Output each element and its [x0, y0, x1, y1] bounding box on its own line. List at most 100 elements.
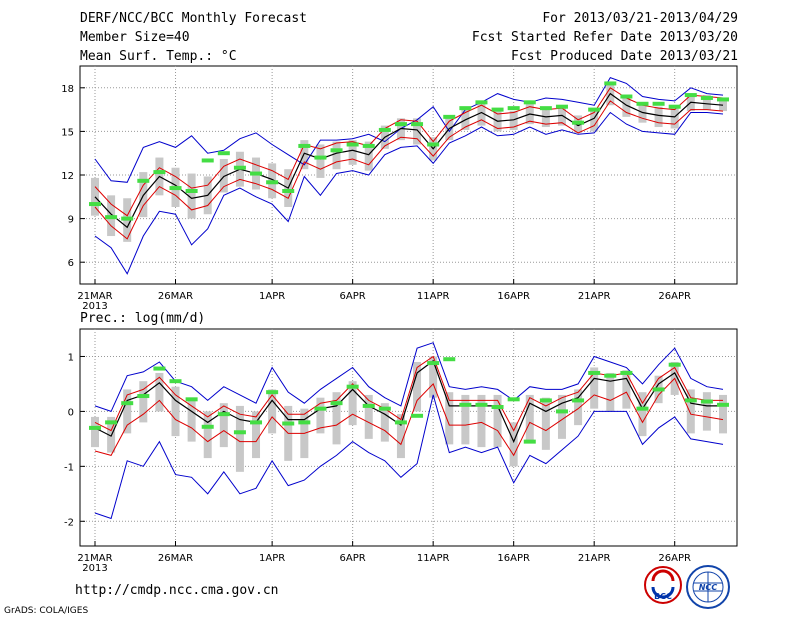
temp-obs-marker — [507, 106, 520, 111]
precip-box — [203, 411, 212, 459]
temp-obs-marker — [459, 106, 472, 111]
precip-box — [525, 394, 534, 442]
bcc-logo-text: BCC — [654, 592, 672, 601]
precip-box — [268, 389, 277, 434]
website-url[interactable]: http://cmdp.ncc.cma.gov.cn — [75, 583, 279, 598]
precip-obs-marker — [491, 405, 504, 410]
precip-box — [622, 370, 631, 409]
precip-obs-marker — [346, 384, 359, 389]
temp-box — [622, 96, 631, 117]
temp-box — [719, 97, 727, 112]
bcc-logo: BCC — [644, 566, 682, 604]
precip-box — [396, 414, 405, 459]
precip-panel: -2 -1 0 1 21MAR 26MAR 1APR 6APR 11APR 16APR 21APR 2… — [64, 329, 737, 574]
precip-obs-marker — [137, 394, 150, 399]
temp-obs-marker — [620, 94, 633, 99]
temp-ytick-label: 6 — [68, 258, 74, 269]
precip-box — [574, 389, 583, 426]
temp-box — [396, 118, 405, 141]
temp-obs-marker — [233, 165, 246, 170]
precip-ytick-label: 1 — [68, 352, 74, 363]
precip-ytick-label: 0 — [68, 407, 74, 418]
temp-obs-marker — [717, 97, 729, 102]
precip-box — [413, 361, 422, 412]
precip-box — [590, 367, 599, 409]
precip-obs-marker — [427, 361, 440, 366]
ncc-logo: NCC — [686, 565, 730, 609]
precip-obs-marker — [169, 379, 182, 384]
temp-box — [590, 111, 599, 132]
precip-box — [139, 381, 148, 423]
temp-xtick-label: 21APR — [578, 291, 611, 302]
precip-box — [316, 397, 325, 434]
precip-box — [219, 403, 228, 448]
temp-box — [219, 159, 228, 193]
temp-obs-marker — [185, 188, 198, 193]
temp-box — [702, 95, 711, 110]
precip-obs-marker — [298, 420, 311, 425]
temp-obs-marker — [539, 106, 552, 111]
precip-box — [364, 394, 373, 439]
temp-mean-line — [94, 92, 724, 229]
temp-obs-marker — [217, 151, 230, 156]
precip-box — [348, 381, 357, 426]
precip-obs-marker — [555, 409, 568, 414]
precip-obs-marker — [604, 373, 617, 378]
precip-box — [123, 389, 132, 434]
temp-xtick-label: 26MAR — [158, 291, 193, 302]
temp-obs-marker — [491, 107, 504, 112]
ncc-logo-text: NCC — [699, 583, 718, 592]
temp-box — [91, 177, 99, 216]
precip-xtick-label: 26MAR — [158, 553, 193, 564]
temp-xtick-label: 1APR — [259, 291, 285, 302]
temp-obs-marker — [394, 122, 407, 127]
temp-obs-marker — [137, 178, 150, 183]
temp-year-label: 2013 — [82, 301, 107, 312]
precip-obs-marker — [201, 424, 214, 429]
precip-box — [445, 392, 454, 445]
precip-obs-marker — [89, 425, 101, 430]
temp-obs-marker — [684, 93, 697, 98]
temp-obs-marker — [378, 127, 391, 132]
temp-box — [332, 141, 341, 170]
temp-obs-marker — [89, 202, 101, 207]
temp-obs-marker — [266, 180, 279, 185]
temp-spread-lower-line — [94, 100, 724, 240]
temp-box — [477, 102, 486, 126]
precip-obs-marker — [282, 421, 295, 426]
precip-ytick-label: -2 — [64, 517, 74, 528]
temp-max-line — [94, 76, 724, 183]
temp-obs-marker — [169, 186, 182, 191]
temp-obs-marker — [475, 100, 488, 105]
precip-obs-marker — [572, 398, 585, 403]
fcst-started-date: Fcst Started Refer Date 2013/03/20 — [471, 30, 738, 45]
precip-obs-marker — [105, 420, 118, 425]
temp-box — [316, 144, 325, 178]
precip-box — [606, 372, 615, 412]
temp-ytick-label: 18 — [61, 84, 74, 95]
temp-obs-marker — [652, 101, 665, 106]
precip-xtick-label: 6APR — [340, 553, 366, 564]
precip-year-label: 2013 — [82, 563, 107, 574]
temp-obs-marker — [411, 122, 424, 127]
temp-box — [654, 106, 663, 128]
precip-obs-marker — [684, 398, 697, 403]
precip-box — [719, 394, 727, 434]
temp-ytick-label: 12 — [61, 171, 74, 182]
precip-xtick-label: 1APR — [259, 553, 285, 564]
temp-obs-marker — [330, 148, 343, 153]
precip-obs-marker — [266, 390, 279, 395]
fcst-produced-date: Fcst Produced Date 2013/03/21 — [511, 49, 738, 64]
temp-xtick-label: 6APR — [340, 291, 366, 302]
temp-spread-upper-line — [94, 87, 724, 217]
temp-obs-marker — [250, 171, 263, 176]
forecast-period: For 2013/03/21-2013/04/29 — [542, 11, 738, 26]
temp-obs-marker — [572, 120, 585, 125]
temp-obs-marker — [298, 143, 311, 148]
precip-box — [702, 392, 711, 431]
temp-box — [364, 141, 373, 171]
precip-obs-marker — [411, 413, 424, 418]
precip-box — [155, 372, 164, 412]
precip-box — [91, 416, 99, 448]
temp-obs-marker — [427, 142, 440, 147]
